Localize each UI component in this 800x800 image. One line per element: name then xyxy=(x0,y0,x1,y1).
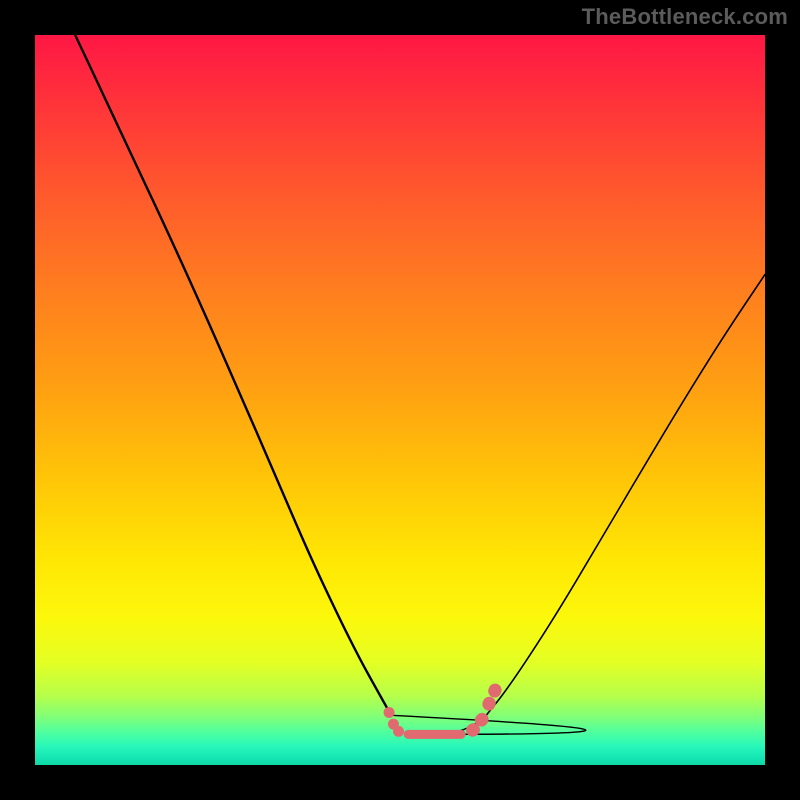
marker-bar xyxy=(404,730,466,739)
gradient-plot xyxy=(35,35,765,765)
chart-svg xyxy=(0,0,800,800)
chart-frame xyxy=(0,0,800,800)
watermark-text: TheBottleneck.com xyxy=(582,4,788,30)
marker-dot xyxy=(384,707,395,718)
marker-dot xyxy=(393,726,404,737)
